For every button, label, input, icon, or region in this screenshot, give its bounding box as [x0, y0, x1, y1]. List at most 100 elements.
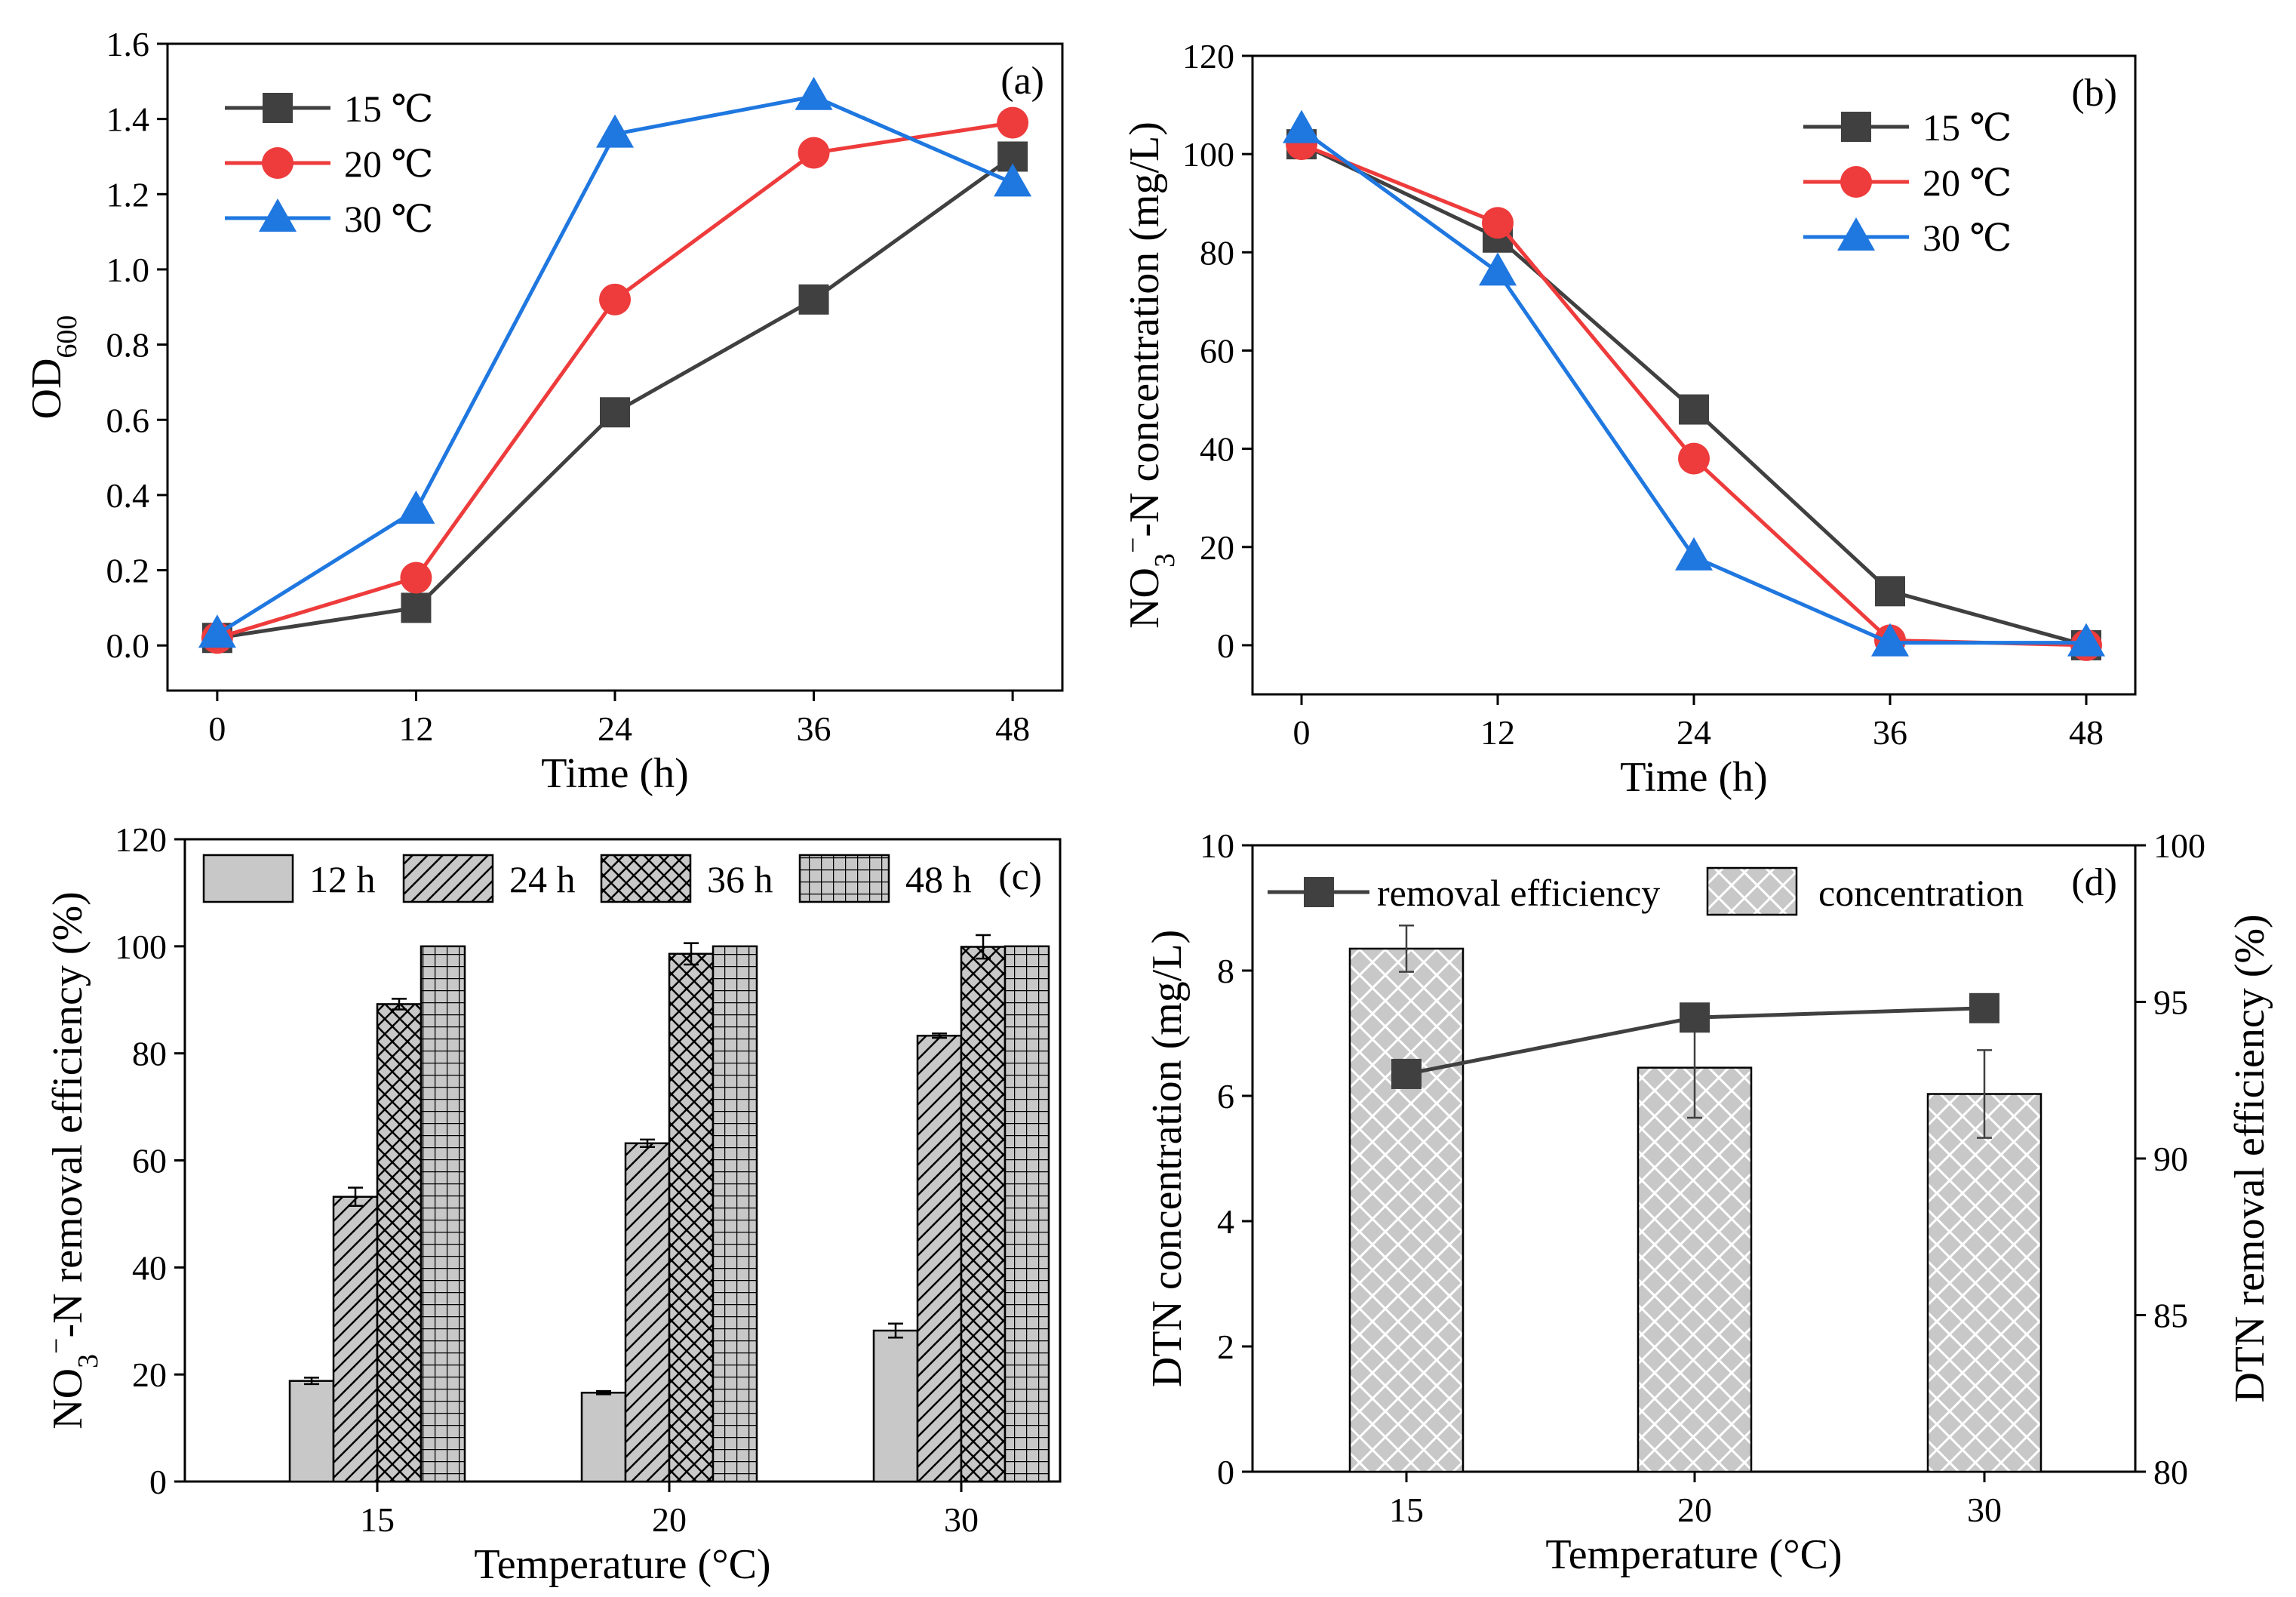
- panel-d-y2-tick-label: 95: [2153, 983, 2188, 1022]
- panel-c-legend-label-2: 36 h: [707, 858, 773, 900]
- panel-a-y-tick-label: 1.0: [106, 251, 150, 289]
- panel-d-y-tick-label: 2: [1217, 1328, 1234, 1366]
- panel-a-y-tick-label: 1.4: [106, 100, 150, 139]
- panel-c-legend-label-1: 24 h: [509, 858, 576, 900]
- panel-d-bar-1: [1637, 1066, 1753, 1473]
- panel-c-legend-swatch-3: [798, 854, 890, 903]
- panel-a-x-axis-label: Time (h): [541, 750, 689, 797]
- panel-c-y-label-post: -N removal efficiency (%): [45, 891, 91, 1337]
- panel-c-bar-3-0: [420, 945, 466, 1483]
- panel-a-legend-label-2: 30 ℃: [344, 198, 433, 240]
- panel-b-y-label-pre: NO: [1121, 568, 1168, 629]
- panel-a-x-tick-label: 48: [995, 709, 1030, 748]
- panel-c-x-tick-label: 15: [360, 1500, 395, 1539]
- panel-c-x-axis-label: Temperature (°C): [474, 1541, 770, 1588]
- panel-d-y-tick-label: 0: [1217, 1453, 1234, 1491]
- panel-d-legend-swatch: [1706, 866, 1798, 916]
- panel-c-x-tick-label: 20: [652, 1500, 687, 1539]
- panel-a-data-point-2-0: [198, 614, 236, 648]
- panel-a-data-point-2-2: [596, 114, 634, 148]
- panel-c-y-label-sup: −: [41, 1338, 72, 1354]
- panel-b-x-tick-label: 48: [2069, 713, 2104, 752]
- panel-b-y-tick-label: 120: [1182, 37, 1234, 75]
- panel-b-data-point-0-2: [1679, 394, 1709, 425]
- panel-a-data-point-1-3: [798, 137, 830, 169]
- panel-c-y-axis-label: NO3−-N removal efficiency (%): [41, 891, 104, 1429]
- panel-c-y-tick-label: 100: [115, 928, 167, 966]
- panel-b-data-point-2-0: [1283, 109, 1320, 143]
- panel-b-legend-label-0: 15 ℃: [1923, 106, 2012, 149]
- panel-c-x-tick-label: 30: [944, 1500, 979, 1539]
- panel-c-bar-1-1: [624, 1142, 671, 1483]
- panel-a-data-point-1-2: [599, 283, 631, 315]
- panel-b-y-tick-label: 40: [1200, 430, 1234, 469]
- panel-c-error-bar-0-0: [304, 1377, 319, 1386]
- panel-c-bar-3-1: [712, 945, 758, 1483]
- panel-b-y-tick-label: 80: [1200, 233, 1234, 272]
- panel-a-data-point-2-4: [994, 163, 1032, 197]
- panel-c-y-tick-label: 0: [149, 1463, 167, 1501]
- panel-c-error-bar-1-2: [932, 1032, 947, 1039]
- panel-b-data-point-1-2: [1678, 442, 1710, 475]
- panel-b-x-tick-label: 0: [1293, 713, 1311, 752]
- panel-d-x-axis-label: Temperature (°C): [1545, 1531, 1842, 1578]
- panel-a-legend-label-1: 20 ℃: [344, 143, 433, 185]
- panel-b-legend-marker-2: [1837, 217, 1875, 251]
- panel-a-data-point-0-3: [798, 284, 829, 315]
- panel-b-legend-label-2: 30 ℃: [1923, 217, 2012, 259]
- panel-b-x-axis-label: Time (h): [1620, 754, 1768, 801]
- panel-d-error-bar-0: [1399, 924, 1414, 973]
- panel-c-bar-2-2: [960, 946, 1007, 1483]
- panel-c-error-bar-2-2: [976, 934, 991, 960]
- panel-d-y-axis-label: DTN concentration (mg/L): [1144, 930, 1191, 1387]
- panel-b-y-axis-label: NO3−-N concentration (mg/L): [1117, 122, 1181, 629]
- panel-d-legend-label-line: removal efficiency: [1377, 872, 1660, 914]
- panel-a-od600-chart: 0 12 24 36 48 0.0 0.2 0.4 0.6 0.8 1.0 1.2 1.4 1.6 Time…: [23, 25, 1064, 797]
- panel-d-y2-tick-label: 90: [2153, 1140, 2188, 1178]
- panel-b-data-point-2-4: [2067, 623, 2105, 657]
- panel-a-y-tick-label: 0.8: [106, 326, 150, 365]
- panel-b-nitrate-concentration-chart: 0 12 24 36 48 0 20 40 60 80 100 120 Time (h) NO3−-N c…: [1117, 37, 2137, 801]
- panel-b-data-point-1-1: [1482, 207, 1514, 239]
- panel-d-panel-letter: (d): [2071, 861, 2117, 904]
- panel-c-error-bar-1-0: [348, 1186, 363, 1208]
- panel-b-data-point-0-3: [1875, 576, 1905, 607]
- panel-d-bar-2: [1926, 1093, 2042, 1473]
- panel-c-legend-label-3: 48 h: [905, 858, 972, 900]
- panel-b-data-point-2-2: [1675, 537, 1713, 571]
- panel-c-bar-1-0: [332, 1195, 379, 1483]
- panel-d-y2-tick-label: 80: [2153, 1453, 2188, 1491]
- panel-a-y-label-sub: 600: [51, 315, 83, 358]
- panel-c-y-tick-label: 80: [132, 1035, 167, 1073]
- panel-d-y2-tick-label: 100: [2153, 826, 2205, 865]
- panel-a-data-point-0-2: [600, 397, 630, 428]
- panel-a-legend-marker-2: [259, 198, 297, 232]
- panel-c-panel-letter: (c): [998, 855, 1042, 898]
- panel-a-y-tick-label: 0.4: [106, 476, 150, 515]
- panel-b-y-tick-label: 60: [1200, 331, 1234, 370]
- panel-b-legend-marker-0: [1841, 112, 1871, 142]
- panel-a-legend-marker-1: [262, 147, 294, 179]
- panel-a-y-tick-label: 1.2: [106, 175, 150, 214]
- panel-c-error-bar-2-0: [392, 998, 407, 1011]
- panel-b-data-point-2-3: [1871, 623, 1909, 657]
- panel-a-data-point-2-3: [795, 76, 833, 110]
- panel-d-efficiency-point-2: [1969, 992, 1999, 1023]
- panel-c-bar-1-2: [916, 1035, 963, 1483]
- panel-c-error-bar-0-1: [596, 1389, 611, 1395]
- panel-a-x-tick-label: 12: [398, 709, 433, 748]
- panel-a-x-tick-label: 24: [598, 709, 632, 748]
- panel-d-y2-axis-label: DTN removal efficiency (%): [2227, 914, 2273, 1402]
- panel-c-bar-2-1: [668, 952, 715, 1483]
- panel-c-y-label-pre: NO: [45, 1368, 91, 1429]
- panel-b-legend-label-1: 20 ℃: [1923, 162, 2012, 204]
- panel-d-legend-label-bars: concentration: [1818, 872, 2024, 914]
- panel-b-y-label-sup: −: [1117, 537, 1149, 553]
- panel-b-y-tick-label: 100: [1182, 135, 1234, 174]
- panel-d-error-bar-2: [1977, 1049, 1992, 1139]
- panel-b-y-label-post: -N concentration (mg/L): [1121, 122, 1168, 537]
- panel-b-y-tick-label: 20: [1200, 528, 1234, 567]
- panel-c-error-bar-1-1: [640, 1138, 655, 1149]
- panel-d-x-tick-label: 20: [1677, 1491, 1712, 1529]
